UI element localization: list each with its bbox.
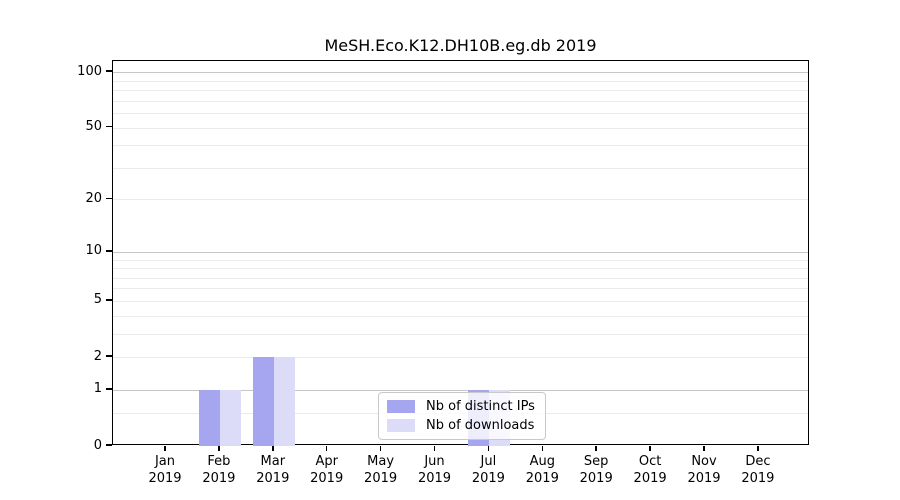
x-tick-mark [379,446,382,451]
minor-gridline [113,315,808,317]
legend-label: Nb of distinct IPs [426,399,535,414]
x-tick-label: Nov 2019 [687,454,721,486]
y-tick-mark [106,197,112,200]
minor-gridline [113,300,808,302]
downloads-bar [219,389,241,446]
minor-gridline [113,80,808,82]
x-tick-mark [164,446,166,451]
legend-swatch-icon [387,419,415,432]
y-tick-mark [106,70,112,72]
legend-row: Nb of distinct IPs [387,399,535,414]
x-tick-label: Oct 2019 [633,454,667,486]
x-tick-mark [703,446,705,451]
x-tick-label: Sep 2019 [579,454,613,486]
y-tick-label: 50 [85,119,102,135]
minor-gridline [113,333,808,335]
x-tick-mark [272,446,274,451]
x-tick-mark [595,446,597,451]
y-tick-label: 0 [93,437,102,453]
x-tick-mark [218,446,220,451]
legend: Nb of distinct IPs Nb of downloads [378,392,546,440]
minor-gridline [113,268,808,270]
y-tick-label: 2 [93,348,102,364]
y-tick-mark [106,299,112,301]
minor-gridline [113,277,808,279]
legend-row: Nb of downloads [387,418,535,433]
minor-gridline [113,199,808,201]
y-tick-label: 10 [85,243,102,259]
minor-gridline [113,90,808,92]
y-tick-label: 1 [93,381,102,397]
legend-label: Nb of downloads [426,418,535,433]
x-tick-mark [649,446,651,451]
x-tick-mark [541,446,544,451]
y-tick-mark [106,250,112,252]
minor-gridline [113,113,808,115]
x-tick-label: Jul 2019 [471,454,505,486]
chart-title: MeSH.Eco.K12.DH10B.eg.db 2019 [324,36,597,55]
x-tick-label: Feb 2019 [202,454,236,486]
y-tick-mark [106,444,112,446]
downloads-bar [273,357,295,446]
major-gridline [113,72,808,74]
y-tick-label: 5 [93,292,102,308]
minor-gridline [113,100,808,102]
x-tick-label: Dec 2019 [741,454,775,486]
minor-gridline [113,167,808,169]
x-tick-label: Apr 2019 [310,454,344,486]
x-tick-label: May 2019 [364,454,398,486]
x-tick-label: Jun 2019 [417,454,452,486]
distinct-ips-bar [252,357,274,446]
minor-gridline [113,127,808,129]
minor-gridline [113,288,808,290]
y-tick-label: 20 [85,190,102,206]
plot-area [112,60,809,446]
major-gridline [113,389,808,391]
x-tick-label: Jan 2019 [148,454,182,486]
y-tick-mark [106,355,112,357]
legend-swatch-icon [387,400,415,413]
x-tick-mark [757,446,759,451]
x-tick-mark [325,446,328,451]
distinct-ips-bar [198,389,220,446]
minor-gridline [113,145,808,147]
major-gridline [113,251,808,253]
x-tick-label: Mar 2019 [256,454,290,486]
x-tick-label: Aug 2019 [525,454,559,486]
y-tick-label: 100 [77,63,102,79]
minor-gridline [113,259,808,261]
x-tick-mark [433,446,436,451]
x-tick-mark [487,446,490,451]
y-tick-mark [106,388,112,390]
y-tick-mark [106,125,112,128]
minor-gridline [113,357,808,359]
